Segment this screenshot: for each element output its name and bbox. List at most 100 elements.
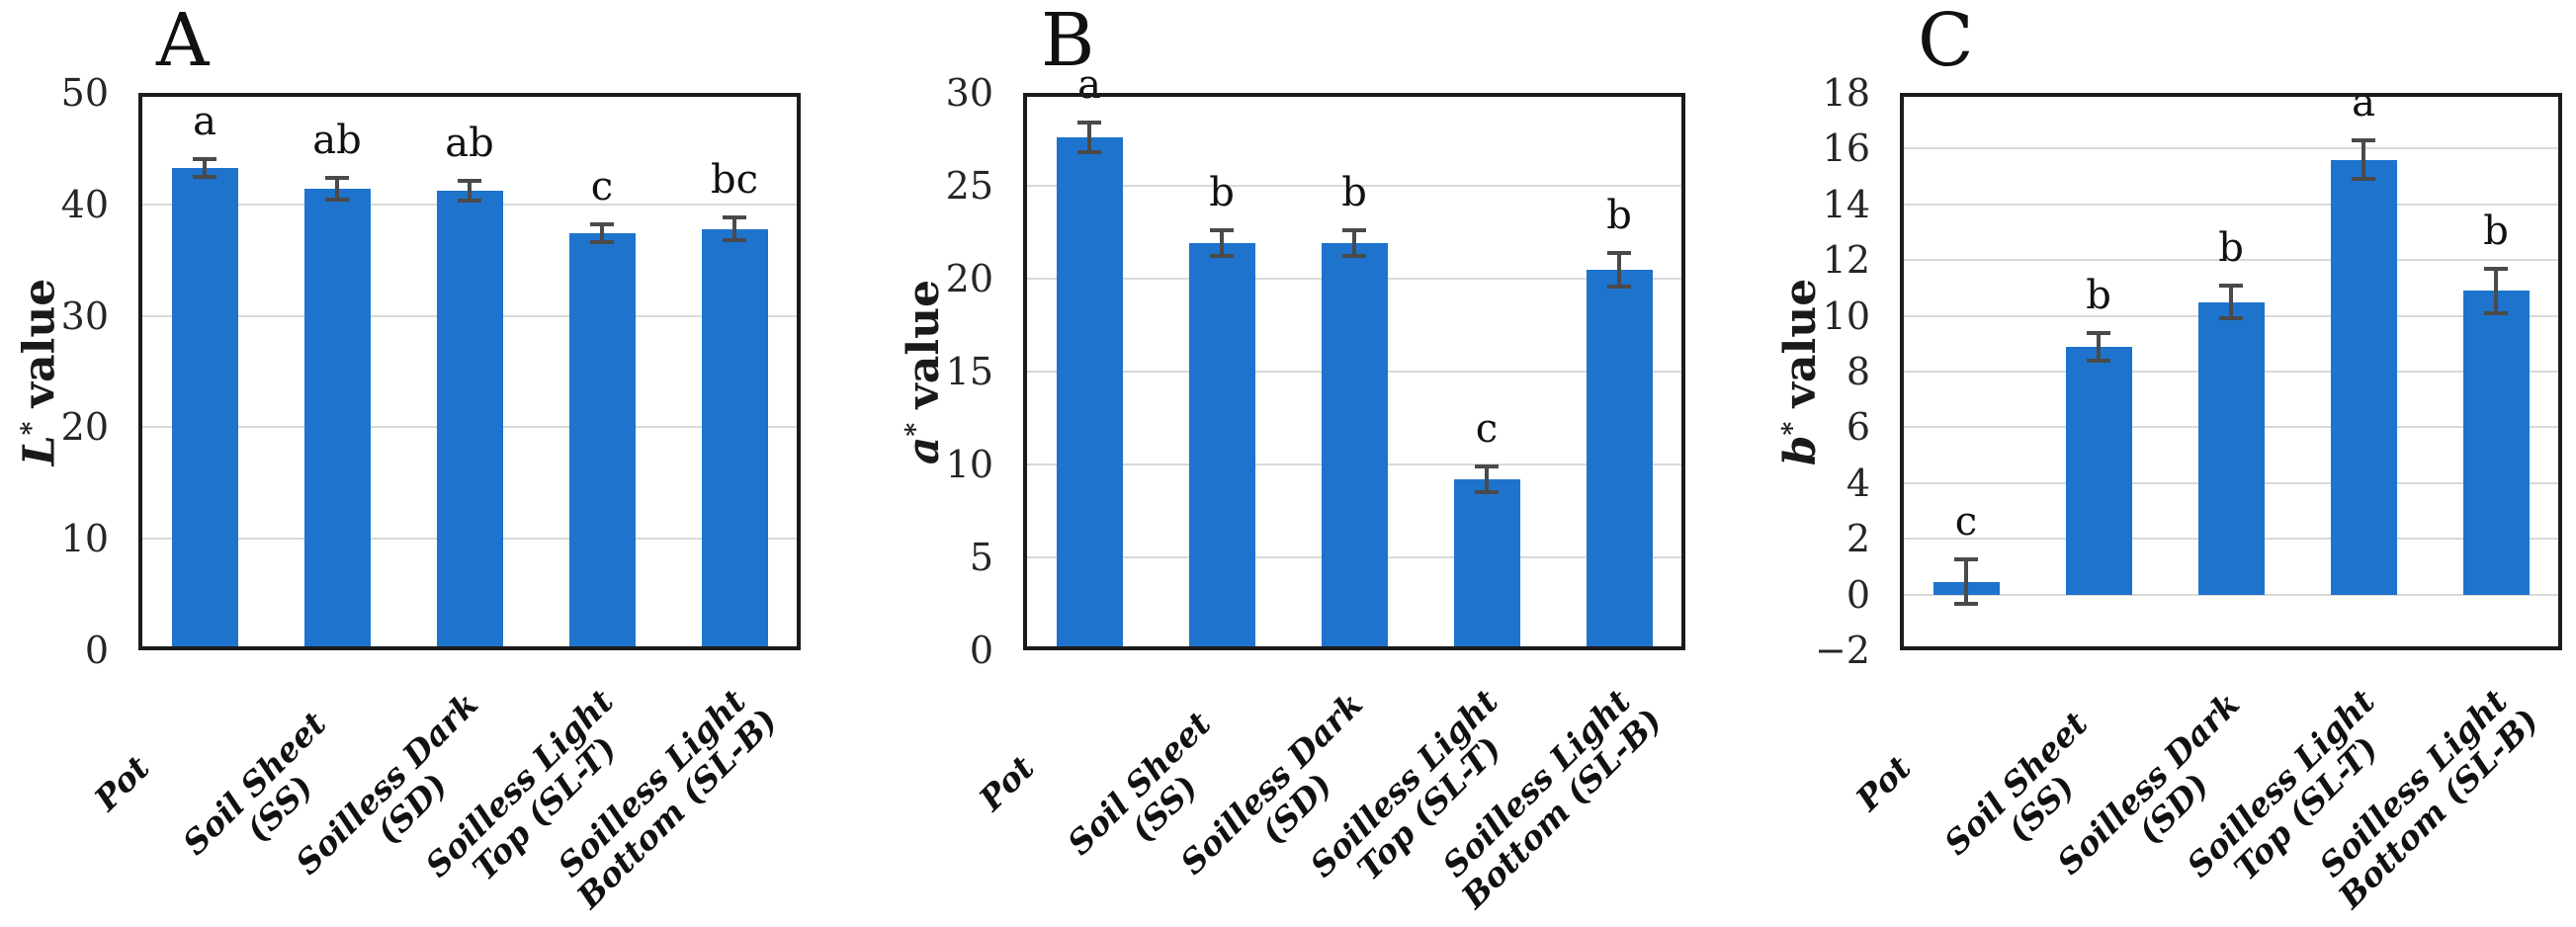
y-tick-label: 12 xyxy=(1822,238,1870,283)
y-tick-label: 5 xyxy=(969,536,993,579)
error-bar xyxy=(1220,230,1224,257)
gridline xyxy=(1903,259,2559,262)
y-tick-label: 10 xyxy=(1822,294,1870,338)
sig-letter: b xyxy=(1209,170,1235,216)
error-bar-cap-bottom xyxy=(1954,602,1978,607)
y-tick-label: 30 xyxy=(945,71,993,115)
gridline xyxy=(1026,185,1682,187)
error-bar-cap-bottom xyxy=(723,237,746,242)
sig-letter: bc xyxy=(710,157,758,204)
error-bar-cap-top xyxy=(2484,266,2508,271)
bar xyxy=(303,189,371,650)
sig-letter: b xyxy=(2086,272,2111,318)
y-tick-label: 10 xyxy=(945,443,993,486)
y-tick-label: 4 xyxy=(1846,461,1870,505)
bar xyxy=(1188,243,1255,650)
sig-letter: ab xyxy=(312,117,362,163)
error-bar-cap-top xyxy=(1342,228,1366,233)
panel-letter-a: A xyxy=(156,0,210,83)
error-bar-cap-bottom xyxy=(1210,254,1234,259)
sig-letter: ab xyxy=(445,121,494,167)
error-bar xyxy=(2494,268,2498,313)
sig-letter: a xyxy=(193,98,216,144)
error-bar xyxy=(600,224,604,243)
error-bar-cap-top xyxy=(590,222,614,227)
y-tick-label: 0 xyxy=(1846,572,1870,617)
error-bar-cap-top xyxy=(1077,121,1101,126)
sig-letter: b xyxy=(2483,208,2509,254)
bar xyxy=(2197,301,2265,595)
y-tick-label: 8 xyxy=(1846,350,1870,393)
y-tick-label: 20 xyxy=(60,405,109,450)
error-bar-cap-top xyxy=(1607,250,1631,255)
bar xyxy=(1056,137,1123,650)
gridline xyxy=(1903,593,2559,596)
sig-letter: c xyxy=(590,164,614,211)
y-tick-label: 50 xyxy=(60,71,109,115)
error-bar-cap-bottom xyxy=(325,198,349,203)
gridline xyxy=(1903,147,2559,150)
gridline xyxy=(1903,203,2559,206)
y-tick-label: 40 xyxy=(60,182,109,226)
y-tick-label: 6 xyxy=(1846,405,1870,450)
error-bar-cap-top xyxy=(723,215,746,220)
sig-letter: a xyxy=(1077,62,1101,109)
error-bar xyxy=(1352,230,1356,257)
error-bar-cap-bottom xyxy=(2484,310,2508,315)
error-bar xyxy=(1485,465,1489,493)
error-bar-cap-top xyxy=(2219,283,2243,288)
sig-letter: b xyxy=(2218,224,2244,271)
y-tick-label: 30 xyxy=(60,294,109,338)
error-bar-cap-top xyxy=(325,175,349,180)
y-tick-label: 0 xyxy=(969,629,993,672)
y-tick-label: 15 xyxy=(945,350,993,393)
panel-a: A L*value 0 10 20 30 40 50 a Pot ab Soil Sheet (SS… xyxy=(15,0,801,915)
bar xyxy=(1586,269,1653,650)
sig-letter: b xyxy=(1606,192,1632,238)
y-tick-label: 20 xyxy=(945,257,993,300)
y-tick-label: 10 xyxy=(60,517,109,561)
error-bar-cap-bottom xyxy=(1077,150,1101,155)
error-bar-cap-bottom xyxy=(1475,490,1499,495)
sig-letter: a xyxy=(2352,79,2375,126)
error-bar xyxy=(1087,123,1091,153)
bar xyxy=(171,167,238,650)
sig-letter: c xyxy=(1475,405,1499,452)
y-tick-label: 18 xyxy=(1822,71,1870,115)
error-bar xyxy=(335,177,339,201)
y-tick-label: −2 xyxy=(1814,629,1870,672)
error-bar xyxy=(732,217,736,240)
y-tick-label: 2 xyxy=(1846,517,1870,561)
error-bar xyxy=(1617,252,1621,287)
bar xyxy=(2065,346,2132,595)
bar xyxy=(2462,291,2530,595)
sig-letter: c xyxy=(1954,499,1978,546)
error-bar-cap-top xyxy=(2087,330,2110,335)
y-tick-label: 16 xyxy=(1822,126,1870,171)
error-bar-cap-top xyxy=(2352,137,2375,142)
error-bar-cap-bottom xyxy=(458,199,481,204)
error-bar-cap-top xyxy=(193,156,216,161)
error-bar xyxy=(2361,139,2365,180)
error-bar-cap-bottom xyxy=(2219,316,2243,321)
bar xyxy=(568,233,636,650)
bar xyxy=(1453,479,1520,650)
error-bar xyxy=(1964,559,1968,605)
error-bar-cap-top xyxy=(1210,228,1234,233)
panel-letter-b: B xyxy=(1041,0,1095,83)
y-tick-label: 0 xyxy=(84,629,109,672)
error-bar-cap-bottom xyxy=(2352,177,2375,182)
bar xyxy=(436,191,503,650)
error-bar-cap-bottom xyxy=(193,174,216,179)
panel-letter-c: C xyxy=(1918,0,1974,83)
error-bar xyxy=(468,181,472,202)
error-bar xyxy=(2097,332,2101,361)
error-bar-cap-top xyxy=(458,179,481,184)
error-bar-cap-bottom xyxy=(1342,254,1366,259)
error-bar-cap-bottom xyxy=(2087,358,2110,363)
bar xyxy=(2330,159,2397,595)
error-bar-cap-bottom xyxy=(1607,284,1631,289)
error-bar-cap-top xyxy=(1954,557,1978,562)
bar xyxy=(701,228,768,650)
sig-letter: b xyxy=(1341,170,1367,216)
